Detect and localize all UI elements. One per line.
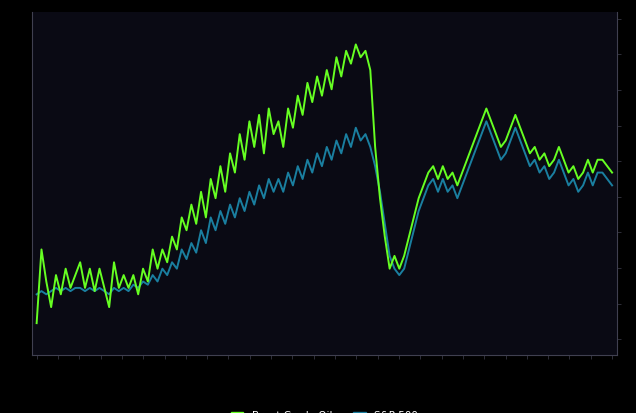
Legend: Brent Crude Oil, S&P 500: Brent Crude Oil, S&P 500 — [227, 407, 422, 413]
